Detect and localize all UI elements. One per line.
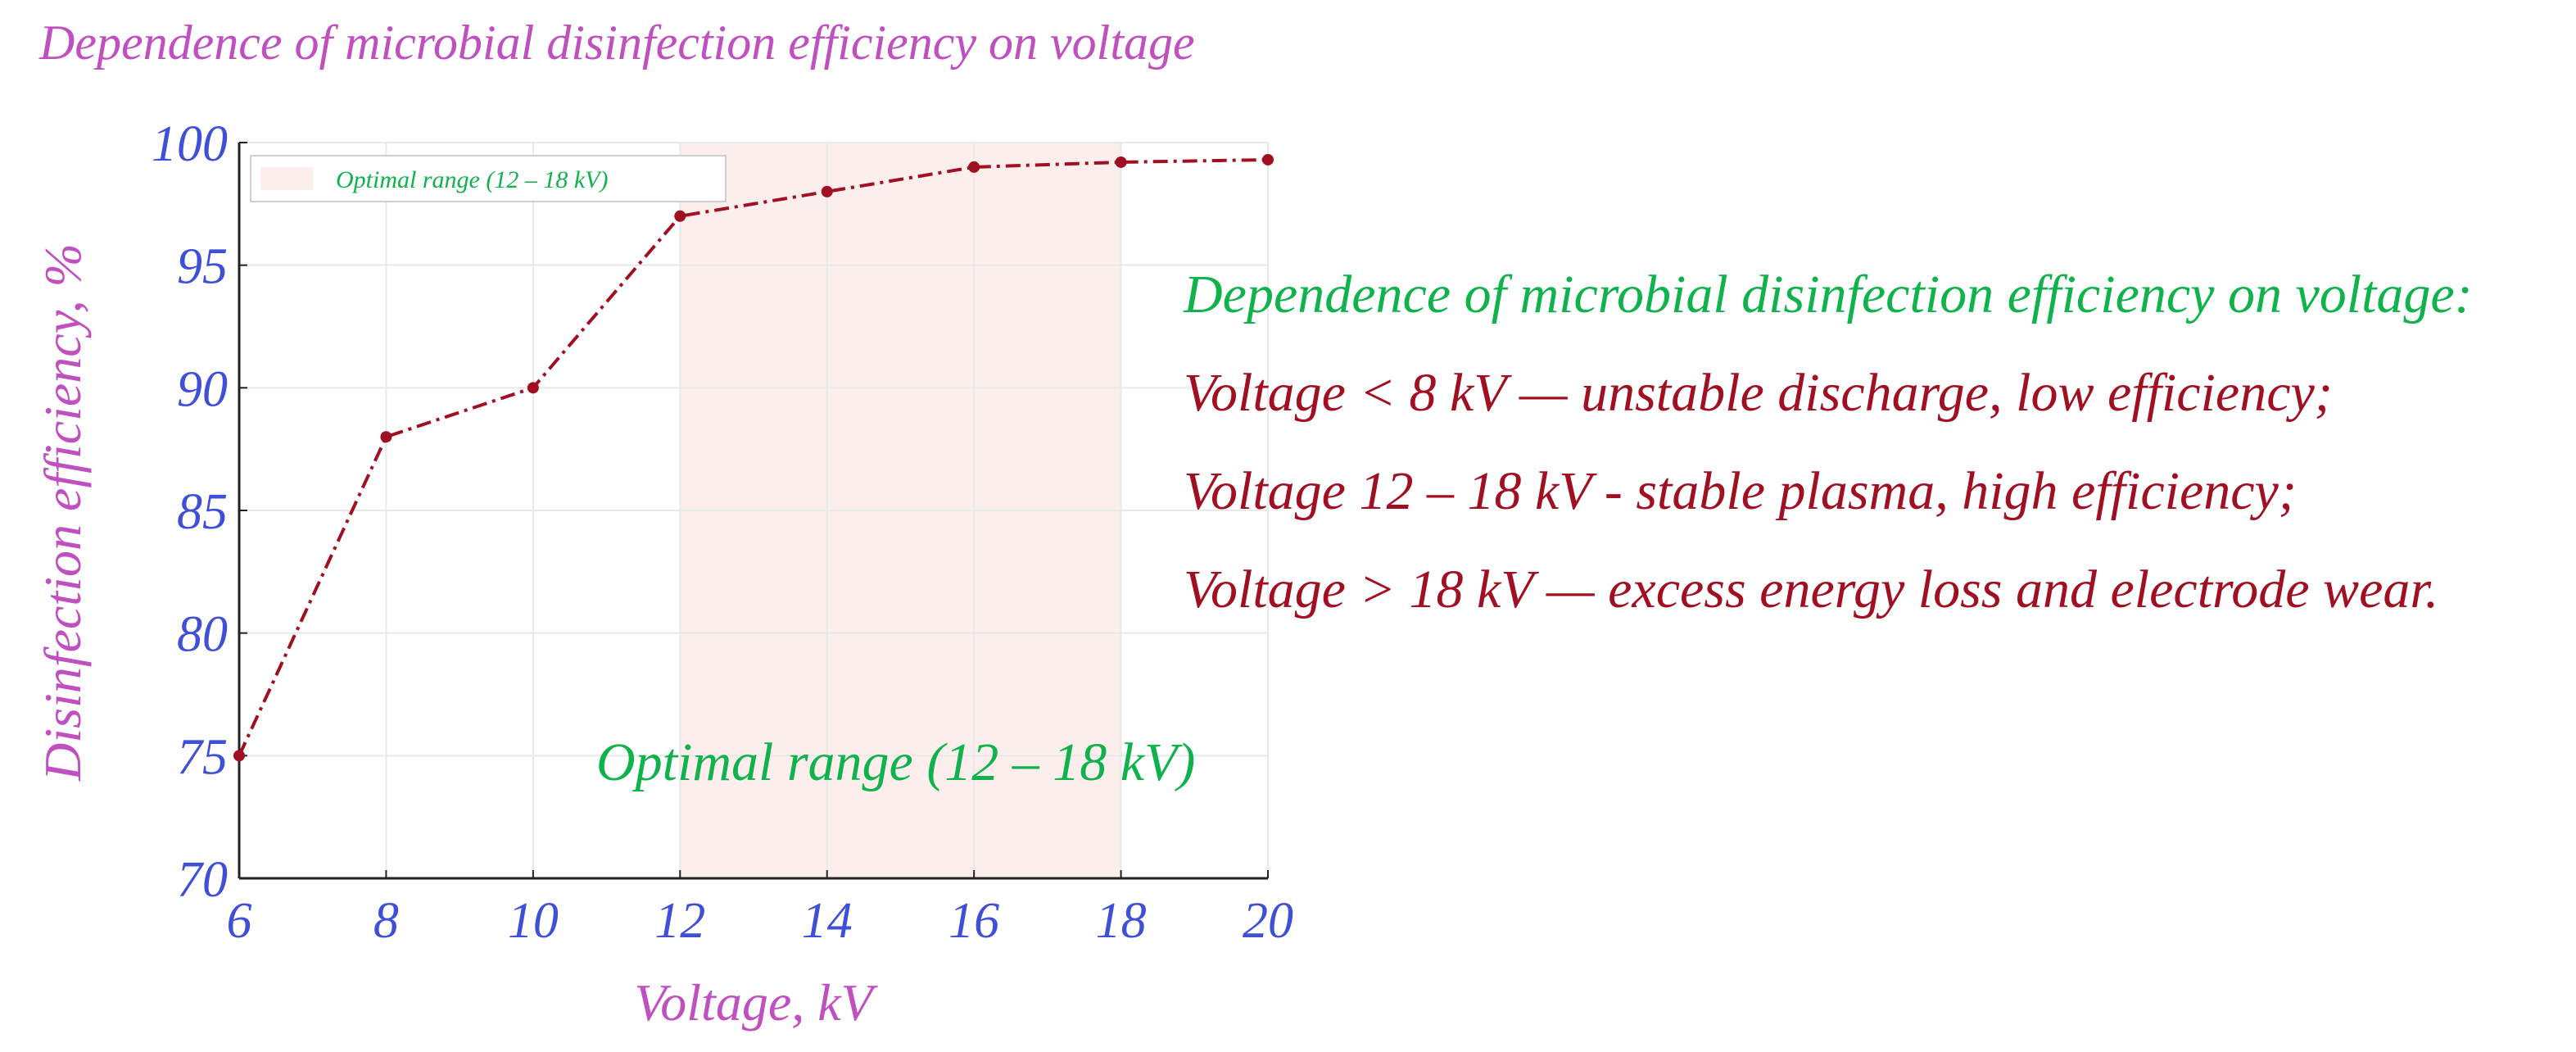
series-line bbox=[238, 157, 1269, 757]
y-tick-label: 70 bbox=[177, 852, 228, 908]
data-point bbox=[968, 161, 980, 173]
y-tick-label: 80 bbox=[177, 607, 228, 663]
x-tick-label: 16 bbox=[948, 893, 999, 949]
note-line-low-voltage: Voltage < 8 kV — unstable discharge, low… bbox=[1184, 363, 2333, 423]
data-point bbox=[1262, 153, 1274, 166]
x-tick-label: 14 bbox=[802, 893, 853, 949]
data-point bbox=[527, 382, 539, 394]
x-tick-label: 12 bbox=[654, 893, 705, 949]
data-point bbox=[1115, 156, 1127, 168]
x-tick-label: 10 bbox=[508, 893, 559, 949]
legend-label: Optimal range (12 – 18 kV) bbox=[336, 166, 608, 193]
legend-box bbox=[250, 155, 727, 202]
data-point bbox=[821, 185, 833, 197]
y-tick-label: 95 bbox=[177, 239, 228, 295]
y-tick-label: 90 bbox=[177, 361, 228, 417]
legend-swatch bbox=[260, 167, 313, 190]
data-point bbox=[674, 210, 686, 222]
y-axis-label: Disinfection efficiency, % bbox=[34, 243, 92, 782]
y-tick-label: 75 bbox=[177, 729, 228, 785]
note-line-optimal-voltage: Voltage 12 – 18 kV - stable plasma, high… bbox=[1184, 461, 2297, 521]
x-tick-label: 18 bbox=[1096, 893, 1147, 949]
y-tick-label: 85 bbox=[177, 484, 228, 540]
chart-title: Dependence of microbial disinfection eff… bbox=[38, 16, 1195, 70]
x-tick-label: 6 bbox=[227, 893, 252, 949]
note-line-high-voltage: Voltage > 18 kV — excess energy loss and… bbox=[1184, 560, 2439, 619]
notes-panel: Dependence of microbial disinfection eff… bbox=[1184, 246, 2568, 639]
data-point bbox=[233, 750, 245, 762]
x-tick-label: 8 bbox=[373, 893, 399, 949]
x-tick-label: 20 bbox=[1243, 893, 1293, 949]
optimal-range-annotation: Optimal range (12 – 18 kV) bbox=[596, 732, 1195, 792]
notes-heading: Dependence of microbial disinfection eff… bbox=[1184, 265, 2473, 324]
data-point bbox=[380, 431, 392, 443]
x-axis-label: Voltage, kV bbox=[634, 973, 878, 1032]
y-tick-label: 100 bbox=[152, 116, 228, 172]
